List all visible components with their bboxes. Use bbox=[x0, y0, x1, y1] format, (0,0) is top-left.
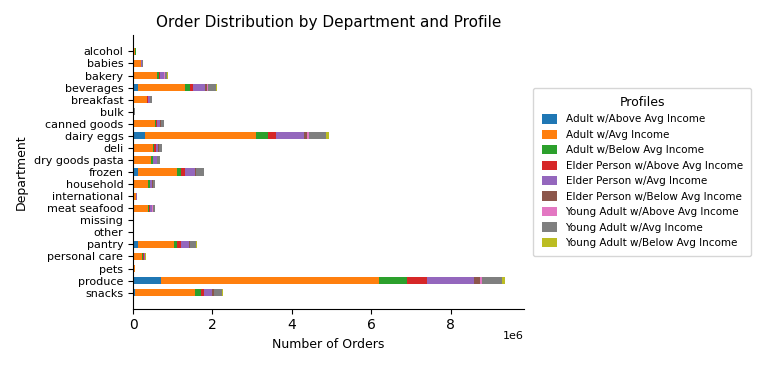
Bar bbox=[134, 193, 136, 200]
Bar bbox=[153, 180, 154, 188]
Bar bbox=[482, 277, 502, 284]
Bar bbox=[213, 289, 214, 296]
Bar bbox=[222, 289, 223, 296]
Bar bbox=[502, 277, 505, 284]
Bar bbox=[133, 168, 137, 176]
Bar bbox=[159, 144, 162, 152]
Bar bbox=[137, 241, 174, 248]
Bar bbox=[161, 120, 164, 127]
Bar bbox=[164, 72, 167, 79]
Bar bbox=[205, 84, 207, 91]
Bar bbox=[134, 144, 153, 152]
Legend: Adult w/Above Avg Income, Adult w/Avg Income, Adult w/Below Avg Income, Elder Pe: Adult w/Above Avg Income, Adult w/Avg In… bbox=[533, 88, 751, 256]
Bar bbox=[256, 132, 268, 139]
Bar bbox=[147, 205, 149, 212]
Bar bbox=[307, 132, 309, 139]
Bar bbox=[151, 180, 152, 188]
Bar bbox=[151, 156, 153, 164]
Bar bbox=[157, 156, 160, 164]
Bar bbox=[133, 144, 134, 152]
Bar bbox=[134, 96, 147, 103]
Bar bbox=[157, 120, 161, 127]
Bar bbox=[134, 205, 147, 212]
Bar bbox=[148, 96, 150, 103]
Bar bbox=[427, 277, 475, 284]
Bar bbox=[133, 84, 137, 91]
Bar bbox=[326, 132, 329, 139]
Bar bbox=[177, 241, 180, 248]
Bar bbox=[180, 241, 189, 248]
Bar bbox=[407, 277, 427, 284]
Bar bbox=[200, 289, 204, 296]
Bar bbox=[145, 132, 256, 139]
Text: 1e6: 1e6 bbox=[503, 330, 524, 341]
Y-axis label: Department: Department bbox=[15, 134, 28, 210]
Bar bbox=[133, 132, 145, 139]
Bar bbox=[309, 132, 326, 139]
Bar bbox=[214, 289, 222, 296]
Bar bbox=[134, 120, 155, 127]
Bar bbox=[189, 241, 190, 248]
Bar bbox=[184, 168, 194, 176]
Bar bbox=[133, 289, 135, 296]
Bar bbox=[207, 84, 216, 91]
Bar bbox=[216, 84, 217, 91]
Bar bbox=[153, 144, 154, 152]
Bar bbox=[194, 289, 200, 296]
Bar bbox=[194, 168, 196, 176]
Bar bbox=[154, 156, 157, 164]
Bar bbox=[174, 241, 177, 248]
Bar bbox=[134, 60, 141, 67]
Bar bbox=[194, 84, 205, 91]
Bar bbox=[153, 156, 154, 164]
Bar bbox=[134, 72, 157, 79]
Bar bbox=[134, 156, 151, 164]
Bar bbox=[161, 277, 379, 284]
Bar bbox=[481, 277, 482, 284]
Bar bbox=[204, 289, 213, 296]
Bar bbox=[134, 180, 148, 188]
Bar bbox=[148, 180, 150, 188]
Bar bbox=[155, 120, 157, 127]
Bar bbox=[304, 132, 307, 139]
Bar bbox=[154, 144, 155, 152]
Bar bbox=[149, 205, 150, 212]
Bar bbox=[153, 205, 154, 212]
Bar bbox=[475, 277, 481, 284]
Bar bbox=[155, 144, 158, 152]
Bar bbox=[379, 277, 407, 284]
Bar bbox=[133, 277, 161, 284]
Bar bbox=[190, 241, 197, 248]
Bar bbox=[177, 168, 181, 176]
Bar bbox=[157, 72, 159, 79]
Bar bbox=[160, 72, 164, 79]
Bar bbox=[276, 132, 304, 139]
Bar bbox=[190, 84, 194, 91]
Bar bbox=[133, 72, 134, 79]
Bar bbox=[133, 108, 134, 115]
Bar bbox=[268, 132, 276, 139]
Bar bbox=[133, 265, 134, 272]
Bar bbox=[197, 168, 204, 176]
Bar bbox=[134, 253, 143, 260]
Bar bbox=[181, 168, 184, 176]
Bar bbox=[133, 241, 137, 248]
Bar bbox=[150, 205, 152, 212]
Bar bbox=[137, 168, 177, 176]
Bar bbox=[137, 84, 185, 91]
X-axis label: Number of Orders: Number of Orders bbox=[273, 338, 385, 351]
Bar bbox=[133, 48, 135, 55]
Bar bbox=[133, 120, 134, 127]
Bar bbox=[185, 84, 190, 91]
Bar bbox=[159, 72, 160, 79]
Bar bbox=[133, 205, 134, 212]
Title: Order Distribution by Department and Profile: Order Distribution by Department and Pro… bbox=[156, 15, 502, 30]
Bar bbox=[135, 289, 194, 296]
